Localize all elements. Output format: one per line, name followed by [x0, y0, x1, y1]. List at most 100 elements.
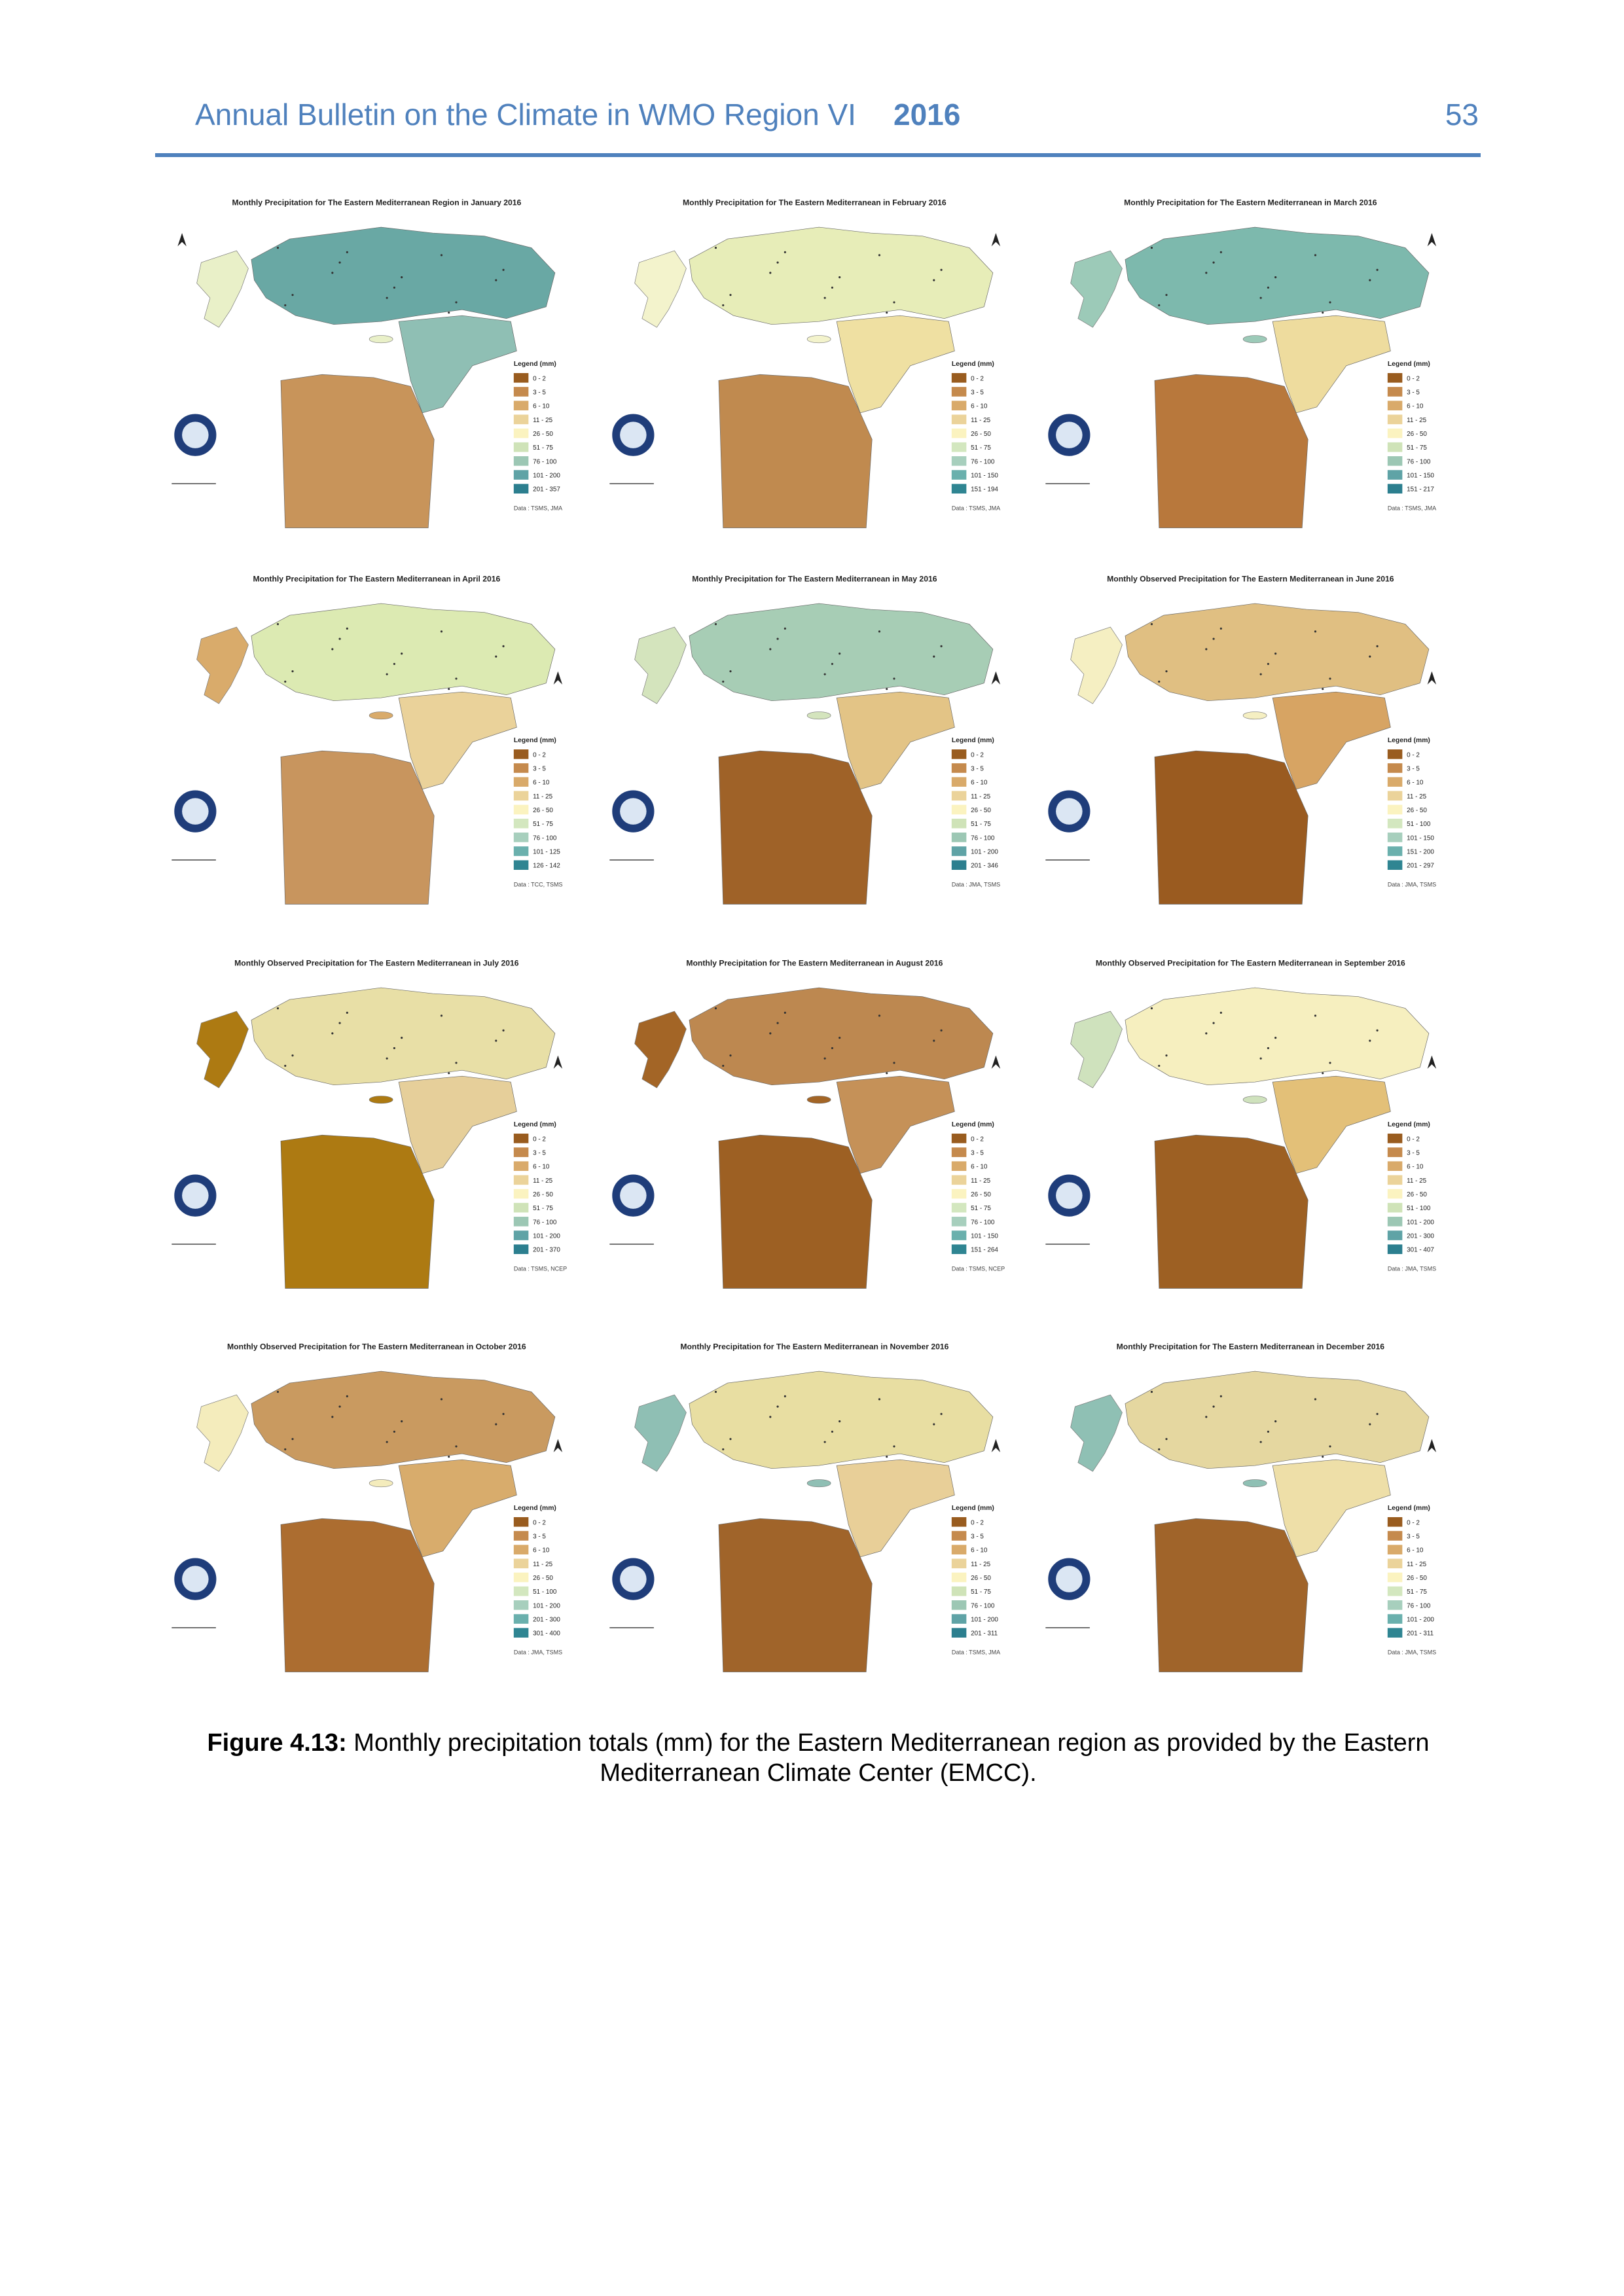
panel-title: Monthly Precipitation for The Eastern Me…: [232, 198, 521, 207]
station: [729, 1054, 732, 1057]
cyprus: [806, 335, 831, 344]
station: [823, 673, 826, 675]
legend-label: 101 - 200: [1407, 1219, 1434, 1226]
station: [346, 1395, 348, 1397]
station: [1150, 623, 1153, 626]
station: [455, 301, 458, 304]
cyprus: [806, 711, 831, 720]
legend-swatch: [513, 1600, 529, 1610]
station: [276, 1391, 280, 1393]
legend-label: 201 - 346: [971, 863, 998, 870]
legend-label: 11 - 25: [533, 1561, 553, 1568]
egypt: [718, 374, 873, 528]
panel-title: Monthly Observed Precipitation for The E…: [1107, 574, 1394, 583]
station: [839, 653, 841, 655]
legend-label: 151 - 194: [971, 486, 998, 493]
station: [1314, 1398, 1317, 1401]
legend-label: 101 - 200: [971, 848, 998, 855]
legend-label: 0 - 2: [533, 751, 546, 759]
station: [1205, 1416, 1208, 1418]
legend-label: 126 - 142: [533, 863, 560, 870]
station: [940, 1412, 943, 1415]
station: [346, 1011, 348, 1014]
station: [1267, 1430, 1269, 1433]
greece: [196, 250, 249, 328]
map: Monthly Observed Precipitation for The E…: [171, 1342, 562, 1672]
station: [1165, 1054, 1168, 1057]
station: [784, 627, 786, 630]
data-source: Data : TSMS, JMA: [952, 1649, 1000, 1655]
legend-swatch: [951, 1230, 967, 1240]
station: [495, 655, 497, 658]
legend-label: 51 - 75: [1407, 1588, 1427, 1596]
data-source: Data : JMA, TSMS: [1388, 1649, 1436, 1655]
levant: [1272, 691, 1391, 790]
legend-swatch: [951, 749, 967, 759]
legend-label: 26 - 50: [971, 431, 991, 438]
legend-swatch: [513, 414, 529, 425]
station: [1219, 251, 1222, 253]
north-arrow: [553, 1055, 563, 1069]
legend-swatch: [1387, 1175, 1403, 1185]
legend-swatch: [1387, 1600, 1403, 1610]
north-arrow: [1427, 671, 1437, 685]
legend-title: Legend (mm): [514, 737, 556, 744]
panel-title: Monthly Observed Precipitation for The E…: [227, 1342, 526, 1351]
cyprus: [1242, 1479, 1267, 1488]
legend-swatch: [951, 833, 967, 842]
station: [386, 1441, 388, 1443]
station: [933, 279, 935, 281]
legend-label: 0 - 2: [533, 1519, 546, 1526]
legend-swatch: [1387, 1230, 1403, 1240]
egypt: [1154, 1134, 1308, 1289]
station: [878, 254, 881, 257]
legend-label: 6 - 10: [533, 1547, 550, 1554]
station: [1158, 304, 1161, 306]
legend-label: 11 - 25: [1407, 1177, 1427, 1185]
data-source: Data : TSMS, JMA: [514, 505, 562, 511]
legend-swatch: [951, 1586, 967, 1596]
station: [338, 1022, 341, 1024]
data-source: Data : TSMS, JMA: [952, 505, 1000, 511]
station: [291, 1438, 294, 1441]
station: [1274, 653, 1277, 655]
station: [448, 1456, 450, 1458]
station: [1314, 1014, 1317, 1017]
station: [331, 1416, 334, 1418]
station: [1376, 268, 1379, 271]
station: [448, 1072, 450, 1075]
station: [886, 312, 888, 314]
legend-label: 151 - 200: [1407, 848, 1434, 855]
egypt: [1154, 750, 1308, 905]
station: [440, 254, 443, 257]
station: [823, 1441, 826, 1443]
station: [386, 1057, 388, 1060]
station: [878, 1014, 881, 1017]
legend-label: 0 - 2: [1407, 375, 1420, 382]
legend-swatch: [951, 442, 967, 452]
legend-swatch: [513, 373, 529, 383]
station: [1219, 1395, 1222, 1397]
station: [1158, 680, 1161, 683]
station: [1376, 645, 1379, 647]
station: [1329, 1445, 1331, 1448]
station: [940, 268, 943, 271]
station: [776, 1022, 779, 1024]
legend-swatch: [951, 1531, 967, 1541]
legend-swatch: [951, 470, 967, 480]
north-arrow: [1427, 1055, 1437, 1069]
data-source: Data : TCC, TSMS: [514, 881, 563, 888]
legend-swatch: [1387, 804, 1403, 815]
data-source: Data : JMA, TSMS: [514, 1649, 562, 1655]
legend-swatch: [513, 1545, 529, 1554]
station: [448, 312, 450, 314]
legend-swatch: [1387, 1147, 1403, 1157]
station: [940, 1029, 943, 1031]
station: [823, 296, 826, 299]
legend-swatch: [1387, 484, 1403, 494]
station: [886, 1456, 888, 1458]
map: Monthly Observed Precipitation for The E…: [1045, 574, 1437, 905]
legend-swatch: [1387, 1545, 1403, 1554]
map: Monthly Precipitation for The Eastern Me…: [609, 198, 1000, 528]
legend-label: 76 - 100: [533, 1219, 557, 1226]
